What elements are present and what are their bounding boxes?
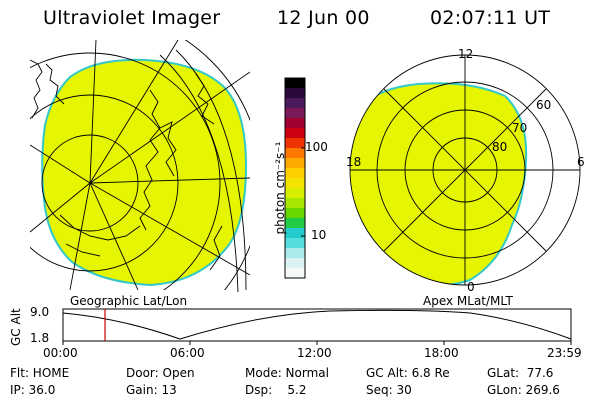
apex-polar-map bbox=[349, 54, 581, 286]
colorbar-swatch bbox=[285, 158, 305, 169]
mlt-label-18: 18 bbox=[346, 155, 362, 169]
gain-readout: Gain: 13 bbox=[126, 383, 177, 397]
colorbar-swatch bbox=[285, 188, 305, 199]
dsp-readout: Dsp: 5.2 bbox=[245, 383, 307, 397]
colorbar-swatch bbox=[285, 108, 305, 119]
coastline bbox=[30, 59, 65, 119]
longitude-lines bbox=[30, 40, 250, 290]
colorbar-tick-10: 10 bbox=[311, 228, 327, 242]
colorbar-swatch bbox=[285, 228, 305, 239]
latitude-circles bbox=[30, 40, 250, 290]
coastline bbox=[139, 89, 177, 231]
orbit-arcs bbox=[159, 49, 247, 293]
time-tick: 00:00 bbox=[43, 346, 78, 360]
colorbar-swatch bbox=[285, 218, 305, 229]
glat-readout: GLat: 77.6 bbox=[487, 366, 554, 380]
colorbar-swatch bbox=[285, 98, 305, 109]
image-time: 02:07:11 UT bbox=[430, 7, 551, 29]
geographic-map-label: Geographic Lat/Lon bbox=[70, 294, 188, 308]
colorbar-swatch bbox=[285, 138, 305, 149]
colorbar-swatch bbox=[285, 88, 305, 99]
colorbar bbox=[284, 77, 306, 279]
colorbar-swatch bbox=[285, 258, 305, 269]
colorbar-swatch bbox=[285, 198, 305, 209]
time-tick: 12:00 bbox=[297, 346, 332, 360]
gc-alt-ytick-low: 1.8 bbox=[30, 331, 50, 345]
time-tick: 23:59 bbox=[547, 346, 582, 360]
instrument-title: Ultraviolet Imager bbox=[43, 7, 221, 29]
apex-map-label: Apex MLat/MLT bbox=[423, 294, 513, 308]
colorbar-swatch bbox=[285, 168, 305, 179]
coastline bbox=[59, 214, 141, 257]
colorbar-swatch bbox=[285, 178, 305, 189]
colorbar-unit-label: photon cm⁻²s⁻¹ bbox=[273, 141, 287, 235]
mlt-label-0: 0 bbox=[467, 280, 475, 294]
colorbar-ticks bbox=[301, 147, 305, 237]
mode-readout: Mode: Normal bbox=[245, 366, 329, 380]
door-readout: Door: Open bbox=[126, 366, 195, 380]
mlat-label-80: 80 bbox=[492, 140, 508, 154]
time-tick: 06:00 bbox=[170, 346, 205, 360]
colorbar-swatch bbox=[285, 248, 305, 259]
mlat-label-70: 70 bbox=[512, 121, 528, 135]
mlt-label-12: 12 bbox=[458, 47, 474, 61]
image-date: 12 Jun 00 bbox=[277, 7, 370, 29]
glon-readout: GLon: 269.6 bbox=[487, 383, 560, 397]
gc-alt-curve bbox=[62, 309, 572, 340]
gc-alt-ytick-high: 9.0 bbox=[30, 305, 50, 319]
filter-readout: Flt: HOME bbox=[10, 366, 70, 380]
ip-readout: IP: 36.0 bbox=[10, 383, 56, 397]
seq-readout: Seq: 30 bbox=[366, 383, 412, 397]
mlat-label-60: 60 bbox=[536, 98, 552, 112]
colorbar-frame bbox=[284, 77, 306, 279]
colorbar-swatch bbox=[285, 208, 305, 219]
colorbar-swatch bbox=[285, 238, 305, 249]
colorbar-swatch bbox=[285, 128, 305, 139]
geographic-map bbox=[30, 40, 250, 290]
colorbar-swatch bbox=[285, 268, 305, 279]
colorbar-tick-100: 100 bbox=[305, 140, 328, 154]
gc-alt-readout: GC Alt: 6.8 Re bbox=[366, 366, 450, 380]
colorbar-swatch bbox=[285, 118, 305, 129]
colorbar-swatch bbox=[285, 148, 305, 159]
time-tick: 18:00 bbox=[424, 346, 459, 360]
mlt-label-6: 6 bbox=[577, 155, 585, 169]
gc-alt-plot bbox=[62, 308, 572, 345]
colorbar-swatch bbox=[285, 78, 305, 89]
gc-alt-ylabel: GC Alt bbox=[9, 308, 23, 346]
